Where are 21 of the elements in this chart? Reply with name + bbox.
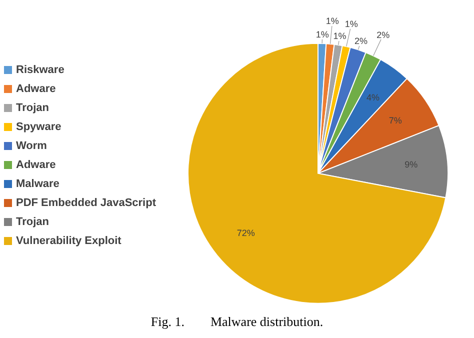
legend-label: Vulnerability Exploit [16, 235, 122, 247]
data-label: 72% [236, 228, 255, 238]
legend-label: Adware [16, 159, 56, 171]
data-label: 7% [388, 116, 402, 126]
legend-label: Trojan [16, 102, 50, 114]
data-label: 1% [344, 19, 358, 30]
legend-label: Spyware [16, 121, 62, 133]
data-label: 1% [316, 29, 329, 40]
legend-label: Riskware [16, 64, 64, 76]
legend-label: PDF Embedded JavaScript [16, 197, 156, 209]
data-label: 1% [333, 31, 346, 42]
data-label: 9% [404, 160, 418, 170]
data-label: 2% [354, 36, 368, 46]
legend-label: Trojan [16, 216, 50, 228]
data-label: 1% [326, 16, 339, 26]
data-label: 4% [366, 92, 380, 103]
caption: Fig. 1. Malware distribution. [150, 314, 324, 330]
data-label: 2% [376, 30, 390, 40]
legend-label: Malware [16, 178, 60, 190]
legend-label: Adware [16, 83, 56, 95]
legend-label: Worm [16, 140, 47, 152]
